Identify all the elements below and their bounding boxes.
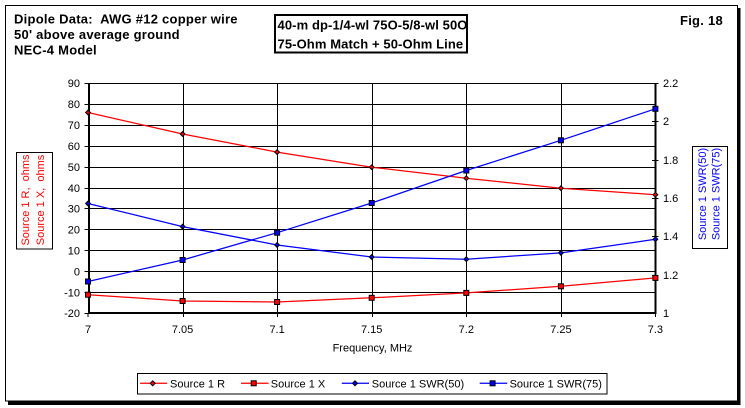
svg-text:1.2: 1.2 <box>663 270 678 282</box>
svg-text:Source 1 SWR(75): Source 1 SWR(75) <box>510 378 602 390</box>
svg-text:Source 1 R, ohms: Source 1 R, ohms <box>20 154 32 246</box>
svg-text:20: 20 <box>68 225 80 237</box>
svg-text:Frequency, MHz: Frequency, MHz <box>333 343 413 355</box>
svg-text:40: 40 <box>68 183 80 195</box>
svg-text:7.3: 7.3 <box>648 324 663 336</box>
svg-text:7: 7 <box>85 324 91 336</box>
svg-text:70: 70 <box>68 120 80 132</box>
svg-text:50' above average ground: 50' above average ground <box>14 27 180 42</box>
svg-text:90: 90 <box>68 78 80 90</box>
svg-text:1.8: 1.8 <box>663 155 678 167</box>
svg-text:Source 1 R: Source 1 R <box>170 378 225 390</box>
svg-text:Source 1 X, ohms: Source 1 X, ohms <box>35 154 47 245</box>
svg-text:7.15: 7.15 <box>361 324 382 336</box>
svg-text:Source 1 X: Source 1 X <box>271 378 326 390</box>
svg-text:60: 60 <box>68 141 80 153</box>
svg-text:7.1: 7.1 <box>269 324 284 336</box>
svg-text:7.05: 7.05 <box>172 324 193 336</box>
svg-text:10: 10 <box>68 246 80 258</box>
svg-text:50: 50 <box>68 162 80 174</box>
svg-text:7.2: 7.2 <box>459 324 474 336</box>
svg-text:Fig. 18: Fig. 18 <box>680 13 723 28</box>
svg-text:2: 2 <box>663 116 669 128</box>
svg-text:2.2: 2.2 <box>663 78 678 90</box>
svg-text:1: 1 <box>663 308 669 320</box>
svg-text:Dipole Data: AWG #12 copper w: Dipole Data: AWG #12 copper wire <box>14 11 238 26</box>
svg-text:NEC-4 Model: NEC-4 Model <box>14 43 97 58</box>
svg-text:75-Ohm Match + 50-Ohm Line: 75-Ohm Match + 50-Ohm Line <box>278 36 464 51</box>
svg-text:Source 1 SWR(75): Source 1 SWR(75) <box>711 148 723 240</box>
svg-text:-10: -10 <box>64 288 80 300</box>
svg-text:1.4: 1.4 <box>663 231 678 243</box>
svg-text:80: 80 <box>68 99 80 111</box>
svg-text:30: 30 <box>68 204 80 216</box>
svg-text:0: 0 <box>74 267 80 279</box>
svg-text:Source 1 SWR(50): Source 1 SWR(50) <box>697 148 709 240</box>
svg-text:1.6: 1.6 <box>663 193 678 205</box>
svg-text:7.25: 7.25 <box>550 324 571 336</box>
svg-text:Source 1 SWR(50): Source 1 SWR(50) <box>372 378 464 390</box>
svg-text:-20: -20 <box>64 308 80 320</box>
svg-text:40-m dp-1/4-wl 75O-5/8-wl 50O: 40-m dp-1/4-wl 75O-5/8-wl 50O <box>278 18 468 33</box>
